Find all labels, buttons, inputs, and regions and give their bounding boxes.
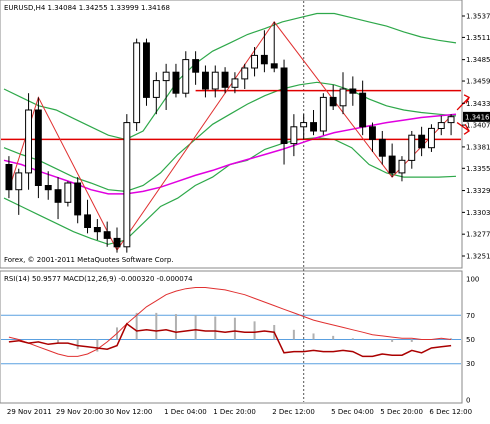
price-tick-label: 1.35115 xyxy=(466,34,490,42)
bear-candle xyxy=(378,138,386,157)
price-tick-label: 1.33810 xyxy=(466,143,490,151)
bear-candle xyxy=(5,164,13,191)
price-axis: 1.35370 1.35115 1.34850 1.34595 1.34330 1.340… xyxy=(462,13,490,261)
bear-candle xyxy=(270,63,278,69)
rsi-tick-label: 0 xyxy=(466,397,470,405)
bear-candle xyxy=(172,71,180,94)
bull-candle xyxy=(182,59,190,94)
price-tick-label: 1.32510 xyxy=(466,253,490,261)
price-tick-label: 1.35370 xyxy=(466,13,490,21)
bull-candle xyxy=(408,134,416,161)
macd-signal-line xyxy=(8,287,452,357)
current-price-label: 1.34168 xyxy=(465,113,490,121)
bull-candle xyxy=(428,127,435,149)
indicator-frame xyxy=(0,270,463,404)
bear-candle xyxy=(260,54,268,65)
time-tick-label: 29 Nov 20:00 xyxy=(56,408,103,416)
bull-candle xyxy=(25,109,33,174)
bollinger-upper-line xyxy=(3,12,457,141)
bull-candle xyxy=(15,172,23,191)
bear-candle xyxy=(280,67,288,144)
time-tick-label: 1 Dec 04:00 xyxy=(164,408,207,416)
price-tick-label: 1.33555 xyxy=(466,165,490,173)
bear-candle xyxy=(202,71,209,90)
bear-candle xyxy=(54,189,62,203)
time-tick-label: 1 Dec 20:00 xyxy=(213,408,256,416)
indicator-info: RSI(14) 50.9577 MACD(12,26,9) -0.000320 … xyxy=(4,275,193,283)
bear-candle xyxy=(93,227,101,233)
bull-candle xyxy=(123,122,131,248)
bull-candle xyxy=(300,122,308,128)
bull-candle xyxy=(339,88,347,107)
bear-candle xyxy=(329,96,337,107)
bear-candle xyxy=(388,155,396,174)
main-chart-frame xyxy=(0,0,463,269)
price-tick-label: 1.34595 xyxy=(466,78,490,86)
bear-candle xyxy=(44,185,52,191)
time-tick-label: 5 Dec 20:00 xyxy=(380,408,423,416)
rsi-tick-label: 30 xyxy=(466,360,475,368)
bear-candle xyxy=(192,59,200,73)
bear-candle xyxy=(310,122,318,132)
rsi-tick-label: 70 xyxy=(466,312,475,320)
bull-candle xyxy=(133,42,141,124)
bear-candle xyxy=(74,182,82,216)
bull-candle xyxy=(231,78,239,88)
bull-candle xyxy=(152,80,160,98)
bear-candle xyxy=(418,134,426,149)
symbol-info: EURUSD,H4 1.34084 1.34255 1.33999 1.3416… xyxy=(4,4,170,12)
bull-candle xyxy=(290,126,298,145)
time-tick-label: 5 Dec 04:00 xyxy=(331,408,374,416)
bear-candle xyxy=(369,126,376,140)
bull-candle xyxy=(398,159,406,174)
rsi-axis: 100 70 50 30 0 xyxy=(466,276,479,405)
bear-candle xyxy=(143,42,150,98)
bull-candle xyxy=(447,116,455,124)
rsi-line xyxy=(8,322,452,358)
time-axis: 29 Nov 2011 29 Nov 20:00 30 Nov 12:00 1 Dec… xyxy=(7,408,472,416)
time-tick-label: 2 Dec 12:00 xyxy=(272,408,315,416)
bull-candle xyxy=(211,71,219,90)
rsi-tick-label: 50 xyxy=(466,336,475,344)
bull-candle xyxy=(437,122,445,129)
price-tick-label: 1.33290 xyxy=(466,187,490,195)
bear-candle xyxy=(221,71,229,88)
bear-candle xyxy=(113,237,121,248)
bear-candle xyxy=(349,88,357,94)
bull-candle xyxy=(319,96,327,132)
bear-candle xyxy=(359,92,367,128)
time-tick-label: 6 Dec 12:00 xyxy=(429,408,472,416)
rsi-tick-label: 100 xyxy=(466,276,479,284)
price-tick-label: 1.34330 xyxy=(466,100,490,108)
time-tick-label: 30 Nov 12:00 xyxy=(105,408,152,416)
current-price-box xyxy=(463,111,490,122)
bollinger-middle-line xyxy=(3,81,457,193)
bear-candle xyxy=(103,231,111,239)
price-tick-label: 1.33030 xyxy=(466,209,490,217)
price-tick-label: 1.34070 xyxy=(466,122,490,130)
bear-candle xyxy=(84,214,91,228)
price-tick-label: 1.34850 xyxy=(466,56,490,64)
watermark: Forex, © 2001-2011 MetaQuotes Software C… xyxy=(4,256,174,264)
price-tick-label: 1.32770 xyxy=(466,231,490,239)
bull-candle xyxy=(251,54,259,69)
bear-candle xyxy=(34,109,42,186)
down-arrow-icon xyxy=(456,122,470,135)
bull-candle xyxy=(241,67,249,80)
bull-candle xyxy=(64,182,72,203)
time-tick-label: 29 Nov 2011 xyxy=(7,408,52,416)
bull-candle xyxy=(162,71,170,82)
